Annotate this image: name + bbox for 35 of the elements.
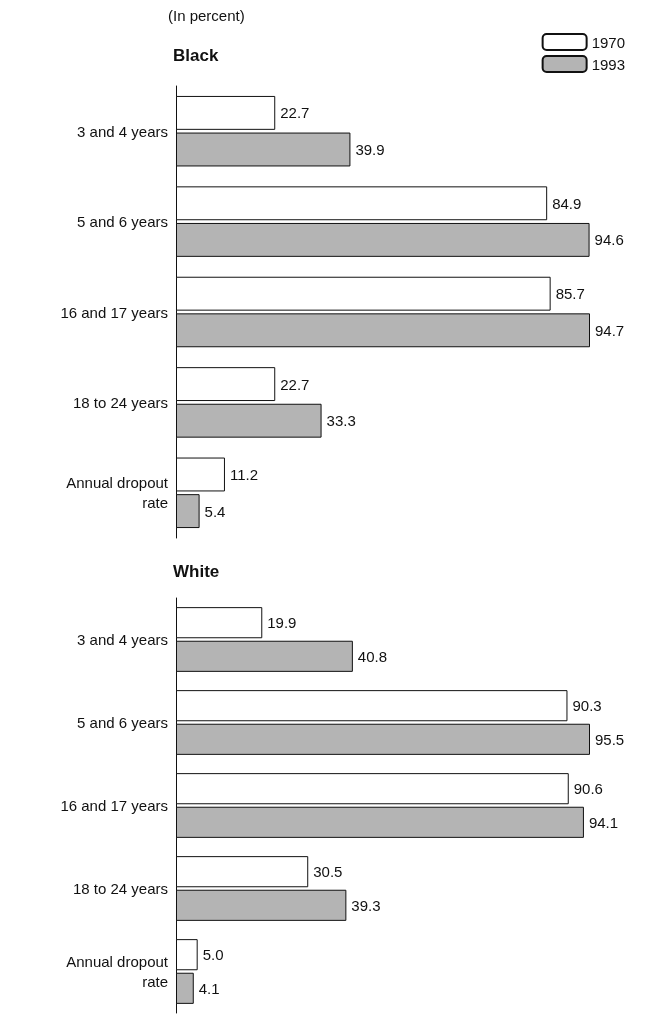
data-label: 95.5 — [595, 730, 625, 748]
y-tick-label: 16 and 17 years — [60, 797, 168, 814]
legend-label: 1970 — [591, 33, 626, 51]
data-label: 39.3 — [351, 896, 381, 914]
data-label: 30.5 — [313, 863, 343, 881]
data-label: 39.9 — [355, 141, 385, 159]
text: (In percent) — [168, 7, 245, 24]
data-label: 19.9 — [267, 614, 297, 632]
y-tick-label: Annual dropout rate — [66, 474, 169, 512]
legend-label: 1993 — [591, 55, 626, 73]
y-tick-label: 18 to 24 years — [72, 393, 168, 411]
data-label: 85.7 — [555, 285, 585, 303]
chart-title: Black — [173, 46, 219, 65]
data-label: 94.7 — [595, 321, 625, 339]
data-label: 40.8 — [357, 647, 388, 665]
chart-title: White — [173, 562, 220, 581]
data-label: 22.7 — [280, 104, 310, 122]
data-label: 90.6 — [573, 780, 603, 798]
data-label: 11.2 — [229, 465, 259, 483]
y-tick-label: 5 and 6 years — [77, 714, 168, 731]
data-label: 5.4 — [204, 502, 226, 520]
data-label: 33.3 — [326, 412, 356, 430]
data-label: 22.7 — [280, 375, 310, 393]
y-tick-label: 5 and 6 years — [77, 213, 168, 231]
data-label: 94.6 — [594, 231, 624, 249]
data-label: 94.1 — [588, 813, 619, 831]
y-tick-label: Annual dropout rate — [66, 953, 169, 990]
y-tick-label: 18 to 24 years — [72, 880, 168, 897]
y-tick-label: 16 and 17 years — [60, 303, 168, 321]
data-label: 5.0 — [202, 946, 224, 964]
y-tick-label: 3 and 4 years — [77, 631, 168, 648]
y-tick-label: 3 and 4 years — [77, 122, 168, 140]
data-label: 90.3 — [572, 697, 602, 715]
data-label: 4.1 — [198, 979, 220, 997]
data-label: 84.9 — [552, 194, 582, 212]
